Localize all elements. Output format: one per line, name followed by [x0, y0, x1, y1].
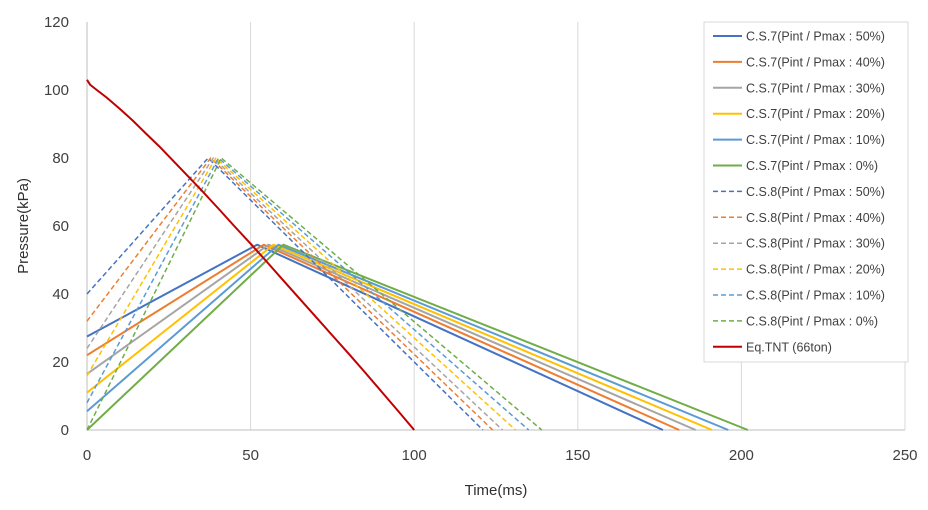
series-line-10 [86, 157, 517, 431]
x-tick-label: 200 [729, 447, 754, 464]
y-tick-label: 60 [52, 218, 69, 235]
y-tick-label: 20 [52, 354, 69, 371]
series-line-12 [86, 157, 543, 431]
x-tick-label: 250 [892, 447, 917, 464]
series-line-4 [86, 243, 713, 431]
series-line-6 [86, 243, 749, 431]
y-tick-label: 0 [61, 422, 69, 439]
y-axis-title: Pressure(kPa) [15, 178, 32, 274]
legend-item-label: C.S.7(Pint / Pmax : 50%) [746, 30, 885, 44]
legend-item-label: C.S.8(Pint / Pmax : 0%) [746, 314, 878, 328]
legend-item-label: C.S.7(Pint / Pmax : 20%) [746, 107, 885, 121]
x-tick-label: 150 [565, 447, 590, 464]
x-tick-labels: 0 50 100 150 200 250 [83, 447, 918, 464]
legend-item-label: C.S.7(Pint / Pmax : 0%) [746, 159, 878, 173]
legend-item-label: C.S.7(Pint / Pmax : 30%) [746, 81, 885, 95]
x-axis-title: Time(ms) [465, 482, 528, 499]
x-tick-label: 0 [83, 447, 91, 464]
y-tick-labels: 0 20 40 60 80 100 120 [44, 14, 69, 439]
legend: C.S.7(Pint / Pmax : 50%) C.S.7(Pint / Pma… [703, 21, 909, 363]
y-tick-label: 100 [44, 82, 69, 99]
series-line-5 [86, 243, 729, 431]
x-tick-label: 100 [402, 447, 427, 464]
legend-item-label: Eq.TNT (66ton) [746, 340, 832, 354]
series-line-1 [86, 243, 664, 431]
axes [86, 22, 905, 431]
series-lines [86, 79, 749, 431]
legend-item-label: C.S.8(Pint / Pmax : 40%) [746, 211, 885, 225]
legend-item-label: C.S.8(Pint / Pmax : 50%) [746, 185, 885, 199]
series-line-2 [86, 243, 680, 431]
series-line-8 [86, 157, 494, 431]
legend-item-label: C.S.7(Pint / Pmax : 40%) [746, 55, 885, 69]
legend-item-label: C.S.8(Pint / Pmax : 30%) [746, 237, 885, 251]
y-tick-label: 120 [44, 14, 69, 31]
series-line-13 [86, 79, 415, 431]
legend-item-label: C.S.8(Pint / Pmax : 10%) [746, 289, 885, 303]
series-line-9 [86, 157, 504, 431]
series-line-11 [86, 157, 530, 431]
y-tick-label: 80 [52, 150, 69, 167]
series-line-3 [86, 243, 696, 431]
series-line-7 [86, 157, 484, 431]
y-tick-label: 40 [52, 286, 69, 303]
legend-item-label: C.S.7(Pint / Pmax : 10%) [746, 133, 885, 147]
legend-item-label: C.S.8(Pint / Pmax : 20%) [746, 263, 885, 277]
x-tick-label: 50 [242, 447, 259, 464]
